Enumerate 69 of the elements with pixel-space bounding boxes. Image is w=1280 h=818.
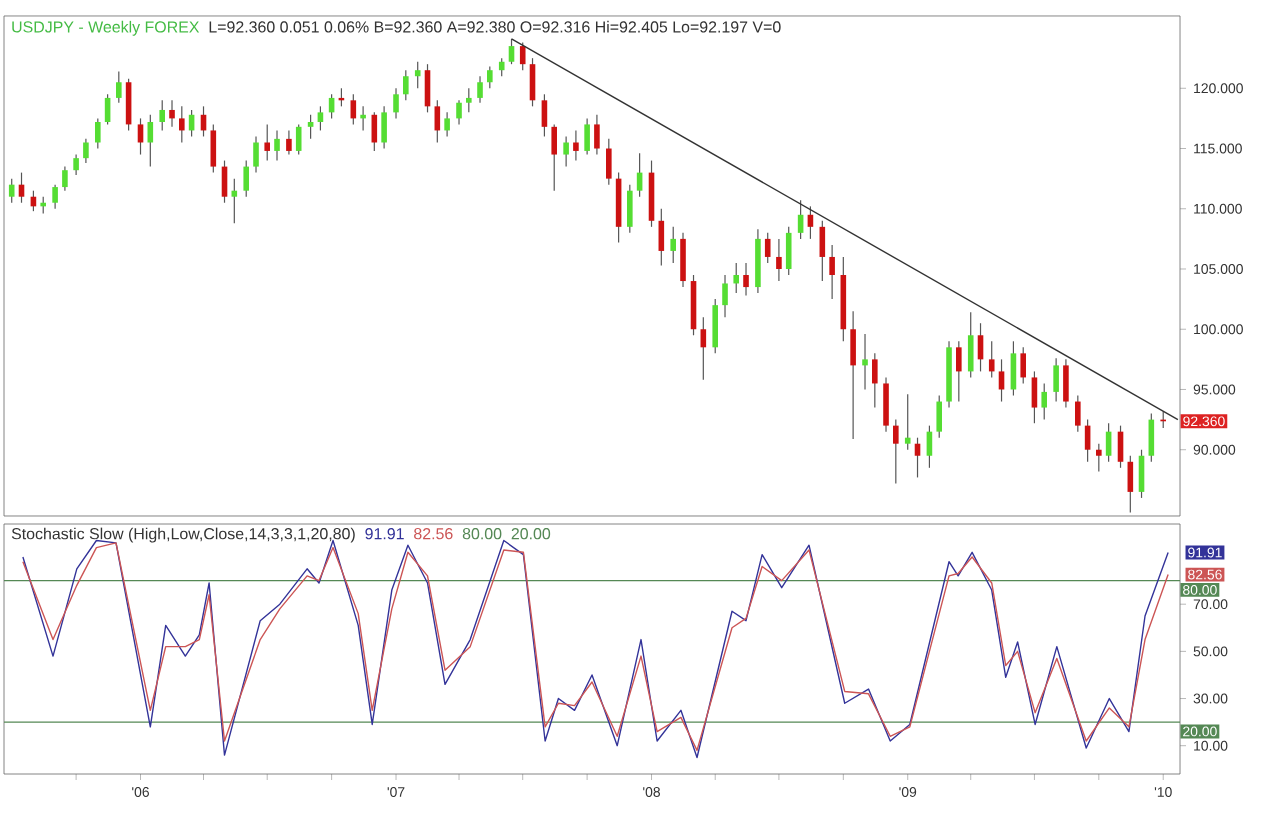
- candlestick: [956, 340, 962, 403]
- candlestick: [1075, 394, 1081, 433]
- candlestick: [519, 41, 526, 71]
- candlestick: [295, 123, 302, 156]
- candlestick: [627, 184, 633, 234]
- candlestick: [1063, 358, 1069, 409]
- candlestick: [83, 138, 89, 164]
- candlestick: [722, 274, 728, 318]
- candlestick: [1020, 346, 1027, 385]
- candlestick: [487, 65, 493, 89]
- candlestick: [1096, 443, 1102, 473]
- candlestick: [456, 99, 462, 126]
- candlestick: [52, 184, 58, 210]
- candlestick: [414, 61, 421, 89]
- candlestick: [712, 298, 719, 354]
- candlestick: [381, 105, 387, 150]
- candlestick: [551, 123, 558, 192]
- candlestick: [776, 238, 782, 282]
- candlestick: [116, 70, 122, 104]
- candlestick: [573, 129, 579, 162]
- candlestick: [8, 178, 15, 204]
- candlestick: [541, 93, 548, 138]
- candlestick: [862, 333, 868, 391]
- candlestick: [829, 244, 835, 300]
- candlestick: [73, 153, 79, 176]
- candlestick: [159, 99, 166, 132]
- candlestick: [307, 114, 314, 140]
- candlestick: [286, 129, 292, 156]
- candlestick: [785, 226, 792, 276]
- candlestick: [498, 57, 505, 77]
- candlestick: [403, 69, 409, 101]
- candlestick: [967, 311, 974, 379]
- candlestick: [210, 123, 217, 174]
- candlestick: [179, 105, 185, 144]
- candlestick: [1053, 357, 1059, 403]
- candlestick: [444, 111, 450, 138]
- candlestick: [477, 75, 483, 104]
- candlestick: [264, 123, 271, 162]
- candlestick: [1031, 370, 1038, 424]
- candlestick: [95, 117, 101, 150]
- candlestick: [733, 262, 740, 294]
- candlestick: [883, 376, 889, 433]
- candlestick: [872, 352, 878, 409]
- candlestick: [988, 340, 995, 379]
- candlestick: [62, 165, 68, 192]
- candlestick: [743, 262, 749, 297]
- candlestick: [393, 87, 399, 119]
- candlestick: [594, 114, 600, 156]
- candlestick: [670, 226, 677, 264]
- candlestick: [904, 393, 911, 451]
- candlestick: [850, 310, 856, 440]
- candlestick: [466, 87, 472, 113]
- candlestick: [1041, 382, 1048, 421]
- candlestick: [274, 129, 280, 162]
- candlestick: [893, 419, 899, 485]
- candlestick: [936, 394, 943, 439]
- candlestick: [914, 437, 921, 479]
- candlestick: [243, 159, 250, 198]
- candlestick: [18, 172, 25, 204]
- candlestick: [680, 232, 686, 288]
- candlestick: [317, 105, 324, 132]
- candlestick: [508, 38, 515, 65]
- candlestick: [563, 135, 569, 168]
- candlestick: [584, 117, 590, 156]
- candlestick: [606, 138, 612, 186]
- candlestick: [764, 232, 771, 264]
- candlestick: [169, 99, 175, 128]
- candlestick: [253, 135, 259, 174]
- candlestick: [360, 105, 366, 132]
